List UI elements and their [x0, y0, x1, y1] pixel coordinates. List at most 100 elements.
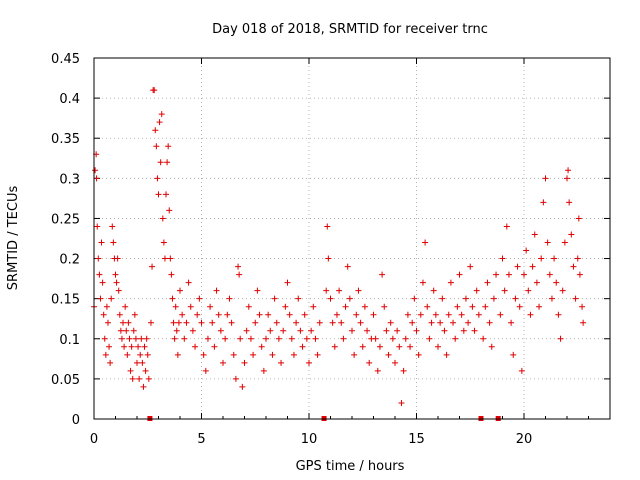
data-point — [447, 279, 454, 286]
data-point — [432, 311, 439, 318]
data-point — [553, 279, 560, 286]
data-point — [456, 271, 463, 278]
data-point — [580, 319, 587, 326]
data-point — [548, 295, 555, 302]
data-point — [415, 351, 422, 358]
data-point — [516, 303, 523, 310]
data-point — [565, 167, 572, 174]
data-point — [531, 231, 538, 238]
data-point — [288, 335, 295, 342]
y-tick-label: 0.1 — [59, 333, 80, 348]
data-point — [169, 295, 176, 302]
data-point — [419, 279, 426, 286]
data-point — [428, 319, 435, 326]
y-tick-label: 0.3 — [59, 172, 80, 187]
data-point — [497, 311, 504, 318]
data-point — [230, 351, 237, 358]
data-point — [310, 303, 317, 310]
data-point — [187, 303, 194, 310]
data-point — [387, 319, 394, 326]
data-point — [157, 159, 164, 166]
data-point — [303, 335, 310, 342]
data-point — [323, 287, 330, 294]
data-point — [110, 239, 117, 246]
plot-frame — [93, 57, 611, 420]
data-point — [153, 143, 160, 150]
x-tick-label: 15 — [408, 432, 425, 447]
data-point — [413, 327, 420, 334]
data-point — [125, 319, 132, 326]
data-point — [138, 335, 145, 342]
data-point — [159, 215, 166, 222]
data-point — [154, 175, 161, 182]
data-point — [207, 303, 214, 310]
data-point — [338, 319, 345, 326]
data-point — [252, 319, 259, 326]
data-point — [112, 271, 119, 278]
data-point — [224, 311, 231, 318]
data-point — [141, 343, 148, 350]
data-point — [124, 351, 131, 358]
data-point — [370, 311, 377, 318]
data-point — [561, 239, 568, 246]
data-point — [263, 335, 269, 342]
data-point — [503, 223, 510, 230]
data-point — [490, 295, 497, 302]
data-point — [152, 127, 159, 134]
data-point — [273, 319, 280, 326]
data-point — [117, 327, 124, 334]
data-point — [572, 295, 579, 302]
data-point — [256, 311, 263, 318]
data-point — [271, 295, 278, 302]
data-point — [484, 279, 491, 286]
data-point — [566, 199, 573, 206]
data-point — [336, 287, 343, 294]
data-point — [514, 263, 521, 270]
data-point — [469, 303, 476, 310]
data-point — [250, 351, 257, 358]
data-point — [114, 255, 121, 262]
data-point — [493, 271, 500, 278]
y-tick-label: 0.05 — [51, 373, 80, 388]
data-point — [538, 255, 545, 262]
data-point — [209, 319, 216, 326]
data-point — [278, 359, 285, 366]
data-point — [480, 335, 487, 342]
data-point — [192, 343, 199, 350]
data-point — [222, 335, 229, 342]
data-point — [161, 255, 168, 262]
x-axis-label: GPS time / hours — [296, 459, 405, 474]
data-point — [226, 295, 233, 302]
data-point — [136, 375, 143, 382]
data-point — [204, 335, 211, 342]
data-point — [486, 319, 493, 326]
data-point — [217, 327, 224, 334]
x-tick-label: 0 — [90, 432, 98, 447]
data-point — [426, 335, 433, 342]
data-point — [168, 271, 175, 278]
data-point — [396, 343, 403, 350]
data-point — [118, 335, 125, 342]
data-point — [166, 207, 173, 214]
data-point — [437, 319, 444, 326]
data-point — [290, 351, 297, 358]
data-point — [488, 343, 495, 350]
data-point — [181, 335, 188, 342]
data-point — [342, 303, 349, 310]
data-point — [527, 311, 534, 318]
data-point — [473, 287, 480, 294]
data-point — [104, 319, 111, 326]
data-point — [570, 263, 577, 270]
data-point — [92, 167, 99, 174]
data-point — [102, 351, 109, 358]
data-point — [340, 335, 347, 342]
data-point — [417, 311, 424, 318]
data-point — [575, 215, 582, 222]
data-point — [435, 343, 441, 350]
data-point — [540, 199, 547, 206]
y-tick-label: 0.2 — [59, 253, 80, 268]
data-point — [462, 295, 469, 302]
data-point — [174, 351, 181, 358]
data-point — [107, 359, 114, 366]
data-point — [409, 319, 416, 326]
